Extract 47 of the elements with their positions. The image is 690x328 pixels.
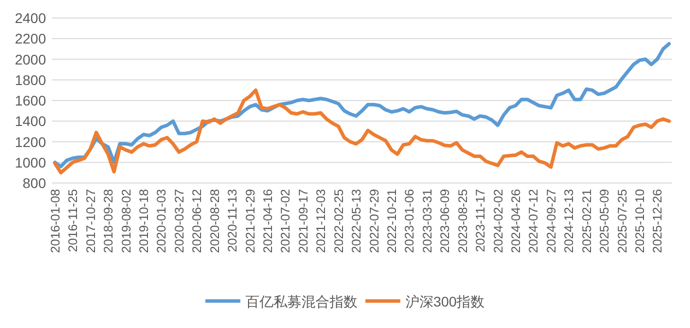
x-tick-label: 2019-08-02 <box>119 188 134 253</box>
x-tick-label: 2023-06-09 <box>438 188 452 253</box>
line-series <box>53 88 671 174</box>
x-tick-label: 2023-01-06 <box>402 188 417 253</box>
x-tick-label: 2016-01-08 <box>48 188 62 253</box>
x-tick-label: 2020-03-27 <box>172 188 186 253</box>
x-tick-label: 2024-02-02 <box>491 188 506 253</box>
y-tick-label: 1400 <box>14 113 46 130</box>
x-tick-label: 2021-07-02 <box>278 188 293 253</box>
y-tick-label: 1600 <box>14 92 46 108</box>
x-tick-label: 2020-06-12 <box>190 188 204 253</box>
x-tick-label: 2019-10-18 <box>137 188 152 253</box>
y-tick-label: 1200 <box>14 134 46 150</box>
x-tick-label: 2023-08-25 <box>456 188 470 253</box>
x-tick-label: 2016-11-25 <box>66 188 80 252</box>
x-tick-label: 2025-12-26 <box>650 188 665 253</box>
x-tick-label: 2021-04-16 <box>261 188 276 253</box>
x-tick-label: 2020-08-28 <box>208 188 222 253</box>
legend-label: 百亿私募混合指数 <box>245 294 358 310</box>
x-tick-label: 2023-03-31 <box>420 188 434 253</box>
x-tick-label: 2024-12-13 <box>562 188 576 253</box>
x-tick-label: 2021-12-03 <box>314 188 328 253</box>
legend-label: 沪深300指数 <box>405 294 485 310</box>
x-tick-label: 2024-09-27 <box>544 188 558 253</box>
x-tick-label: 2025-02-21 <box>580 188 594 253</box>
y-tick-label: 2000 <box>14 51 46 68</box>
x-tick-label: 2024-07-12 <box>526 188 541 253</box>
x-tick-label: 2020-01-03 <box>154 188 169 253</box>
x-tick-label: 2022-10-21 <box>385 188 400 253</box>
x-tick-label: 2021-09-17 <box>296 188 310 253</box>
x-tick-label: 2022-07-29 <box>367 188 382 253</box>
x-tick-label: 2022-02-25 <box>332 188 346 253</box>
x-tick-label: 2021-01-29 <box>243 188 258 253</box>
y-tick-label: 1800 <box>14 72 46 88</box>
y-tick-label: 2200 <box>14 30 46 47</box>
x-tick-label: 2023-11-17 <box>474 188 488 252</box>
x-tick-label: 2025-07-25 <box>615 188 630 253</box>
x-tick-label: 2020-11-13 <box>226 188 240 252</box>
y-tick-label: 2400 <box>14 10 46 26</box>
x-tick-label: 2017-10-27 <box>84 188 98 253</box>
x-tick-label: 2018-09-28 <box>102 188 116 253</box>
x-tick-label: 2025-05-09 <box>598 188 612 253</box>
x-tick-label: 2025-10-10 <box>633 188 648 253</box>
x-tick-label: 2022-05-13 <box>350 188 364 253</box>
y-tick-label: 800 <box>22 175 46 191</box>
x-tick-label: 2024-04-26 <box>509 188 524 253</box>
y-tick-label: 1000 <box>14 154 46 170</box>
